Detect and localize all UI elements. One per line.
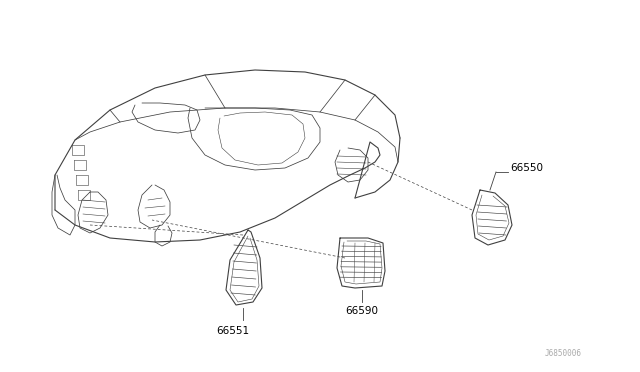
Text: J6850006: J6850006 (545, 349, 582, 358)
Text: 66550: 66550 (510, 163, 543, 173)
Text: 66551: 66551 (216, 326, 250, 336)
Text: 66590: 66590 (346, 306, 378, 316)
